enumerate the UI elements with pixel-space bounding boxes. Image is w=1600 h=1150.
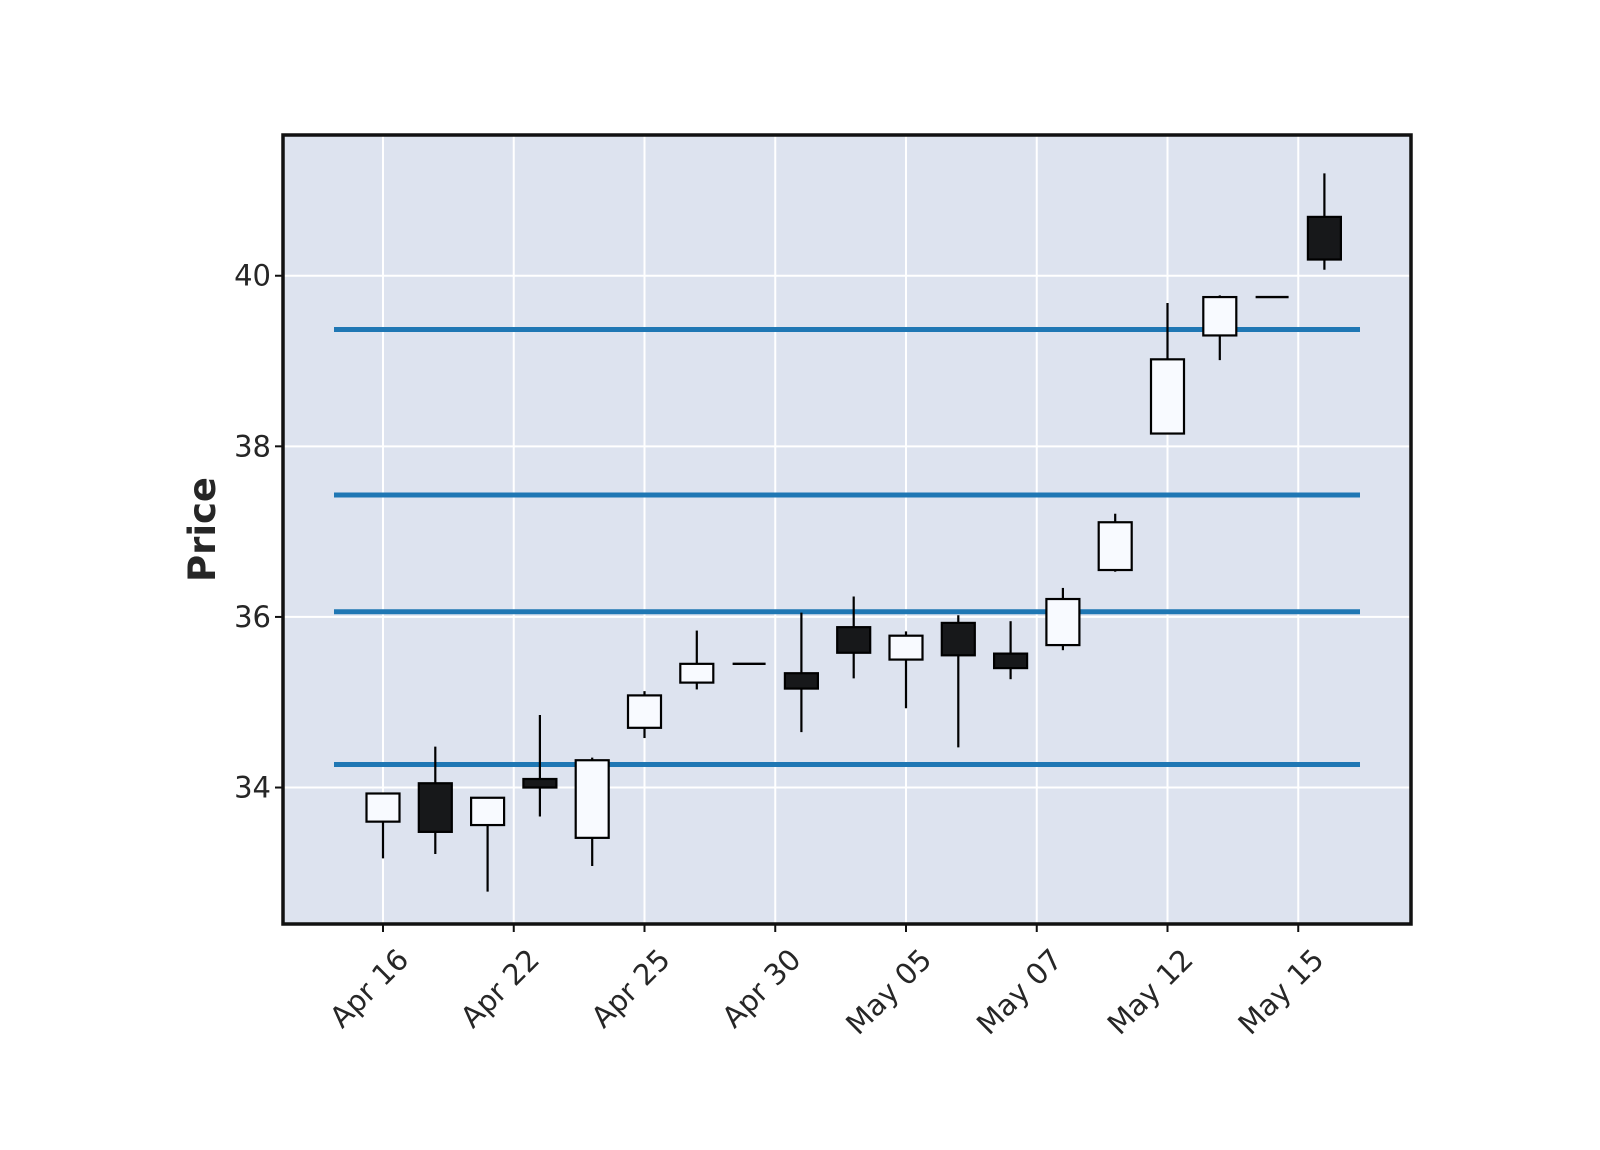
- candle: [1097, 513, 1133, 572]
- candle-body: [940, 621, 976, 657]
- candle-body: [417, 782, 453, 833]
- candle: [417, 746, 453, 855]
- x-axis-ticks: Apr 16 Apr 22 Apr 25 Apr 30 May 05 May 07 May …: [323, 924, 1330, 1041]
- x-tick-label: May 15: [1231, 942, 1330, 1041]
- x-tick-label: May 07: [970, 942, 1069, 1041]
- candle-body: [626, 694, 663, 729]
- candle-body: [836, 626, 872, 654]
- candle: [1202, 295, 1238, 361]
- candle-body: [783, 672, 820, 690]
- candle: [626, 691, 663, 739]
- candle: [836, 596, 872, 679]
- candle: [940, 615, 976, 748]
- y-axis-label: Price: [181, 477, 224, 582]
- candle-body: [1149, 358, 1186, 435]
- x-tick-label: Apr 22: [454, 942, 546, 1034]
- y-tick-label: 36: [234, 600, 271, 634]
- candle: [1149, 303, 1186, 435]
- y-tick-label: 40: [234, 259, 271, 293]
- candle-body: [574, 759, 610, 839]
- candle-body: [888, 634, 924, 661]
- x-tick-label: Apr 30: [715, 942, 807, 1034]
- candle-body: [1097, 521, 1133, 572]
- candle: [574, 757, 610, 866]
- candle: [679, 630, 715, 690]
- candle: [888, 631, 924, 709]
- candle: [1045, 587, 1081, 651]
- candles: [365, 173, 1343, 892]
- plot-area: [283, 135, 1411, 924]
- y-axis-ticks: 34 36 38 40: [234, 259, 283, 805]
- candle-body: [679, 662, 715, 684]
- candle: [365, 792, 401, 859]
- candle-body: [1045, 597, 1081, 647]
- plot-frame: [281, 133, 1413, 926]
- candle-body: [470, 796, 506, 827]
- candle: [470, 796, 506, 892]
- candle-body: [1306, 215, 1343, 261]
- candle: [1306, 173, 1343, 270]
- y-tick-label: 38: [234, 429, 271, 463]
- grid-lines: [283, 135, 1411, 924]
- candle-body: [992, 652, 1029, 670]
- y-tick-label: 34: [234, 771, 271, 805]
- x-tick-label: May 12: [1101, 942, 1200, 1041]
- x-tick-label: Apr 16: [323, 942, 415, 1034]
- candle: [522, 715, 558, 817]
- candle-body: [1202, 295, 1238, 337]
- x-tick-label: May 05: [839, 942, 938, 1041]
- candle-body: [365, 792, 401, 823]
- candle: [992, 621, 1029, 680]
- horizontal-levels: [334, 326, 1360, 767]
- x-tick-label: Apr 25: [585, 942, 677, 1034]
- candle-body: [522, 777, 558, 789]
- candle: [783, 612, 820, 733]
